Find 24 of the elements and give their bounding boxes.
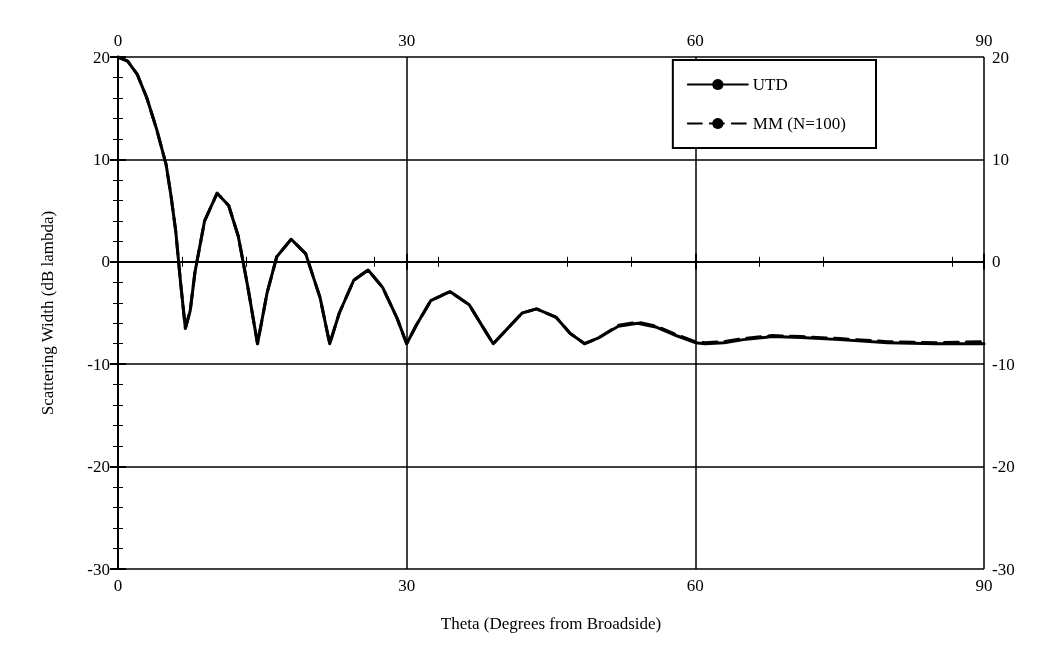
x2-tick-label: 90	[975, 31, 993, 50]
y-tick-label: -30	[87, 559, 110, 579]
x-axis-title: Theta (Degrees from Broadside)	[440, 614, 662, 633]
y2-tick-label: 20	[992, 47, 1009, 67]
y-tick-label: 20	[93, 47, 110, 67]
x-tick-label: 30	[398, 576, 416, 595]
legend-label: UTD	[752, 75, 788, 94]
y-axis-title: Scattering Width (dB lambda)	[38, 210, 57, 416]
x2-tick-label: 0	[113, 31, 123, 50]
x-tick-label: 60	[686, 576, 704, 595]
x2-tick-label: 30	[398, 31, 416, 50]
y-tick-label: -10	[87, 354, 110, 374]
x-tick-label: 0	[113, 576, 123, 595]
x2-tick-label: 60	[686, 31, 704, 50]
y2-tick-label: -30	[992, 559, 1015, 579]
y-tick-label: -20	[87, 457, 110, 477]
x-tick-label: 90	[975, 576, 993, 595]
y2-tick-label: -10	[992, 354, 1015, 374]
y-tick-label: 10	[93, 149, 110, 169]
y2-tick-label: -20	[992, 457, 1015, 477]
y2-tick-label: 10	[992, 149, 1009, 169]
y-tick-label: 0	[101, 252, 110, 272]
y2-tick-label: 0	[992, 252, 1001, 272]
legend-label: MM (N=100)	[752, 114, 846, 133]
